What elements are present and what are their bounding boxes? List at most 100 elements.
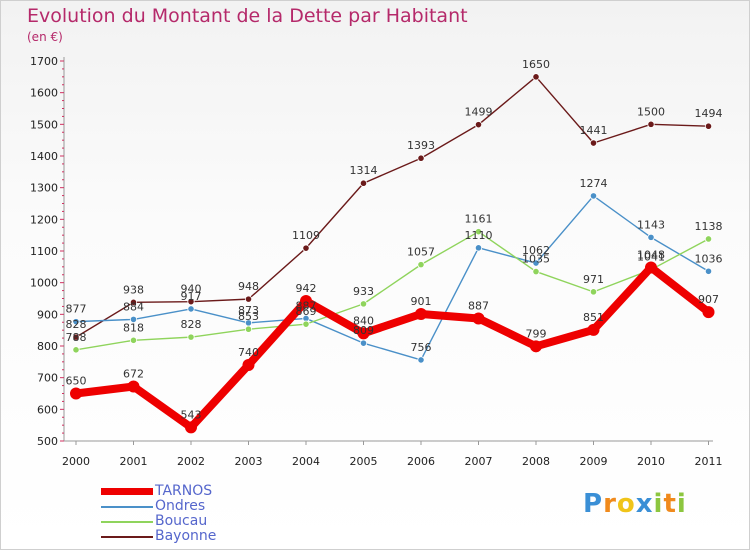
data-label: 828 xyxy=(181,318,202,331)
y-tick-label: 1200 xyxy=(30,213,58,226)
legend-swatch xyxy=(101,536,153,538)
data-point xyxy=(417,261,425,269)
y-tick-label: 900 xyxy=(37,308,58,321)
data-label: 1057 xyxy=(407,246,435,259)
data-label: 1500 xyxy=(637,105,665,118)
data-label: 877 xyxy=(66,303,87,316)
data-point xyxy=(702,306,715,319)
y-tick-label: 1300 xyxy=(30,182,58,195)
data-label: 907 xyxy=(698,293,719,306)
data-label: 917 xyxy=(181,290,202,303)
data-label: 1041 xyxy=(637,251,665,264)
data-point xyxy=(474,121,483,129)
data-label: 1650 xyxy=(522,58,550,71)
data-point xyxy=(357,327,370,340)
x-tick-label: 2007 xyxy=(465,455,493,468)
data-point xyxy=(127,380,140,393)
data-label: 869 xyxy=(296,305,317,318)
legend-swatch xyxy=(101,506,153,508)
data-label: 901 xyxy=(411,295,432,308)
data-label: 1062 xyxy=(522,244,550,257)
logo-letter: x xyxy=(635,489,654,519)
data-point xyxy=(359,300,368,308)
data-point xyxy=(704,267,713,275)
x-tick-label: 2009 xyxy=(580,455,608,468)
logo-letter: r xyxy=(603,489,617,519)
data-point xyxy=(70,387,82,400)
logo-letter: i xyxy=(676,489,687,519)
y-tick-label: 800 xyxy=(37,340,58,353)
logo-letter: i xyxy=(653,489,664,519)
legend-swatch xyxy=(101,521,153,523)
data-label: 1143 xyxy=(637,218,665,231)
data-label: 1110 xyxy=(465,229,493,242)
data-label: 873 xyxy=(238,304,259,317)
data-point xyxy=(532,73,540,81)
data-point xyxy=(302,244,310,252)
series-line-tarnos xyxy=(72,263,713,432)
data-point xyxy=(129,315,138,323)
data-label: 971 xyxy=(583,273,604,286)
data-label: 543 xyxy=(181,408,202,421)
legend-label: Ondres xyxy=(155,498,206,514)
data-point xyxy=(589,139,598,147)
data-point xyxy=(474,244,483,252)
data-label: 940 xyxy=(181,283,202,296)
legend-label: Bayonne xyxy=(155,528,217,544)
data-point xyxy=(532,267,540,276)
data-point xyxy=(244,325,253,333)
logo-letter: o xyxy=(616,489,636,519)
logo-letter: t xyxy=(663,489,677,519)
data-label: 818 xyxy=(123,321,144,334)
data-point xyxy=(244,295,253,303)
data-point xyxy=(647,120,655,128)
y-tick-label: 500 xyxy=(37,435,58,448)
y-tick-label: 1400 xyxy=(30,150,58,163)
x-tick-label: 2000 xyxy=(62,455,90,468)
data-point xyxy=(647,233,655,241)
data-point xyxy=(187,333,195,341)
x-tick-label: 2008 xyxy=(522,455,550,468)
chart-title: Evolution du Montant de la Dette par Hab… xyxy=(27,5,468,27)
series-line-boucau xyxy=(75,230,710,351)
data-label: 809 xyxy=(353,324,374,337)
x-tick-label: 2005 xyxy=(350,455,378,468)
x-tick-label: 2001 xyxy=(120,455,148,468)
data-label: 1274 xyxy=(580,177,608,190)
data-point xyxy=(359,339,368,347)
y-tick-label: 1700 xyxy=(30,55,58,68)
y-tick-label: 600 xyxy=(37,403,58,416)
legend-item: Ondres xyxy=(101,498,301,515)
data-point xyxy=(532,259,540,267)
data-label: 788 xyxy=(66,331,87,344)
data-label: 650 xyxy=(66,375,87,388)
data-label: 756 xyxy=(411,341,432,354)
y-tick-label: 1600 xyxy=(30,87,58,100)
data-point xyxy=(187,298,195,306)
data-label: 948 xyxy=(238,280,259,293)
data-point xyxy=(704,122,713,130)
data-point xyxy=(72,318,80,326)
data-label: 1161 xyxy=(465,213,493,226)
data-point xyxy=(472,312,485,325)
data-point xyxy=(242,359,255,371)
data-label: 799 xyxy=(526,327,547,340)
data-label: 884 xyxy=(123,300,144,313)
data-label: 1494 xyxy=(695,107,723,120)
data-point xyxy=(415,308,427,321)
legend-swatch xyxy=(101,488,153,495)
data-label: 828 xyxy=(66,318,87,331)
data-point xyxy=(474,228,483,236)
chart-unit: (en €) xyxy=(27,30,63,44)
data-label: 1048 xyxy=(637,248,665,261)
x-tick-label: 2003 xyxy=(235,455,263,468)
data-label: 938 xyxy=(123,283,144,296)
data-label: 887 xyxy=(468,299,489,312)
data-point xyxy=(417,356,425,364)
data-label: 887 xyxy=(296,299,317,312)
x-tick-label: 2006 xyxy=(407,455,435,468)
data-label: 1138 xyxy=(695,220,723,233)
data-point xyxy=(704,235,713,243)
data-label: 853 xyxy=(238,310,259,323)
